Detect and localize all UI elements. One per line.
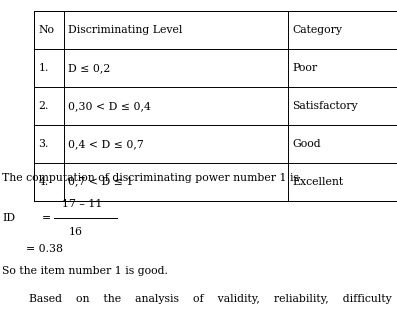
Text: Based    on    the    analysis    of    validity,    reliability,    difficulty : Based on the analysis of validity, relia…	[29, 294, 397, 304]
Text: ID: ID	[2, 213, 15, 223]
Text: = 0.38: = 0.38	[26, 244, 63, 254]
Text: 0,4 < D ≤ 0,7: 0,4 < D ≤ 0,7	[68, 139, 144, 149]
Text: 17 – 11: 17 – 11	[62, 199, 102, 209]
Text: Poor: Poor	[293, 63, 318, 73]
Text: Excellent: Excellent	[293, 177, 344, 187]
Text: 3.: 3.	[39, 139, 49, 149]
Bar	[34, 11, 397, 201]
Text: D ≤ 0,2: D ≤ 0,2	[68, 63, 111, 73]
Text: 1.: 1.	[39, 63, 49, 73]
Text: Discriminating Level: Discriminating Level	[68, 25, 183, 35]
Text: 0,7 < D ≤ 1: 0,7 < D ≤ 1	[68, 177, 134, 187]
Text: No: No	[39, 25, 54, 35]
Text: 4.: 4.	[39, 177, 49, 187]
Text: Good: Good	[293, 139, 321, 149]
Text: The computation of discriminating power number 1 is: The computation of discriminating power …	[2, 173, 299, 183]
Text: So the item number 1 is good.: So the item number 1 is good.	[2, 266, 168, 276]
Text: Satisfactory: Satisfactory	[293, 101, 358, 111]
Text: =: =	[42, 213, 51, 223]
Text: 16: 16	[68, 227, 82, 237]
Text: Category: Category	[293, 25, 343, 35]
Text: 0,30 < D ≤ 0,4: 0,30 < D ≤ 0,4	[68, 101, 151, 111]
Text: 2.: 2.	[39, 101, 49, 111]
